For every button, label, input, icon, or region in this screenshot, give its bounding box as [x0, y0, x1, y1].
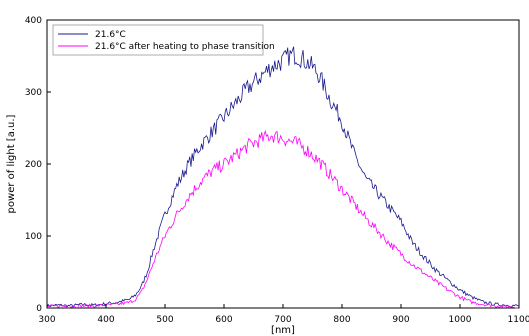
series-group [46, 46, 520, 309]
y-tick-label: 100 [25, 232, 42, 242]
x-tick-label: 900 [392, 315, 409, 325]
x-tick-label: 1000 [449, 315, 472, 325]
x-tick-label: 400 [97, 315, 114, 325]
series-line-2 [46, 129, 520, 309]
y-tick-label: 0 [36, 304, 42, 314]
x-axis-label: [nm] [271, 325, 295, 336]
y-axis-label: power of light [a.u.] [6, 114, 17, 213]
x-tick-label: 800 [333, 315, 350, 325]
legend-label-series-2: 21.6°C after heating to phase transition [95, 42, 275, 52]
x-tick-label: 600 [215, 315, 232, 325]
y-tick-label: 200 [25, 160, 42, 170]
legend-box [52, 24, 264, 56]
x-tick-label: 700 [274, 315, 291, 325]
legend-label-series-1: 21.6°C [95, 30, 126, 40]
y-tick-label: 400 [25, 16, 42, 26]
axes: 300 400 500 600 700 800 900 1000 1100 0 100 200 300 4… [25, 16, 529, 325]
x-tick-label: 1100 [508, 315, 529, 325]
series-line-1 [46, 46, 520, 308]
legend: 21.6°C 21.6°C after heating to phase tra… [52, 24, 275, 56]
y-tick-label: 300 [25, 88, 42, 98]
x-tick-label: 500 [156, 315, 173, 325]
plot-area [46, 19, 520, 309]
x-tick-label: 300 [38, 315, 55, 325]
